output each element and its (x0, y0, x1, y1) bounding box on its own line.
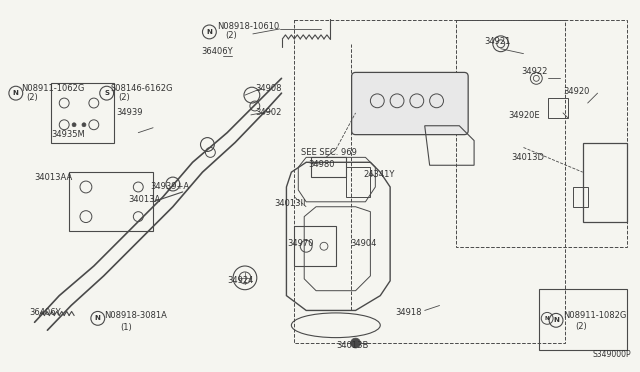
Text: 34920: 34920 (563, 87, 589, 96)
Text: 34921: 34921 (484, 37, 510, 46)
Text: N08918-10610: N08918-10610 (218, 22, 280, 32)
Text: 34924: 34924 (227, 276, 253, 285)
Text: 34904: 34904 (351, 239, 377, 248)
FancyBboxPatch shape (351, 73, 468, 135)
Circle shape (82, 123, 86, 127)
Text: 34970: 34970 (287, 239, 314, 248)
Text: 34920E: 34920E (509, 111, 540, 121)
Text: 34922: 34922 (522, 67, 548, 76)
Text: S: S (104, 90, 109, 96)
Circle shape (72, 123, 76, 127)
Text: 34908: 34908 (255, 84, 282, 93)
Text: N: N (545, 316, 550, 321)
Text: 34013B: 34013B (336, 340, 368, 350)
Text: (2): (2) (27, 93, 38, 102)
Text: (1): (1) (120, 323, 132, 332)
Text: 34918: 34918 (395, 308, 422, 317)
Text: S08146-6162G: S08146-6162G (111, 84, 173, 93)
Text: 36406Y: 36406Y (29, 308, 61, 317)
Text: 34013D: 34013D (511, 153, 545, 162)
Text: 34939: 34939 (116, 108, 143, 118)
Text: (2): (2) (225, 31, 237, 41)
Text: N08911-1082G: N08911-1082G (563, 311, 627, 320)
Text: 34980: 34980 (308, 160, 335, 169)
Text: 34013II: 34013II (275, 199, 306, 208)
Text: S349000P: S349000P (593, 350, 631, 359)
Text: 34013AA: 34013AA (35, 173, 73, 182)
Text: 34902: 34902 (255, 108, 281, 118)
Text: 24341Y: 24341Y (364, 170, 395, 179)
Text: SEE SEC. 969: SEE SEC. 969 (301, 148, 357, 157)
Text: 34939+A: 34939+A (150, 183, 189, 192)
Text: 36406Y: 36406Y (202, 47, 233, 56)
Text: (2): (2) (575, 322, 587, 331)
Circle shape (351, 338, 360, 348)
Text: N: N (95, 315, 100, 321)
Text: N08918-3081A: N08918-3081A (104, 311, 166, 320)
Text: 34935M: 34935M (51, 130, 85, 139)
Text: N: N (207, 29, 212, 35)
Text: (2): (2) (118, 93, 131, 102)
Text: N: N (13, 90, 19, 96)
Text: 34013A: 34013A (129, 195, 161, 204)
Text: N08911-1062G: N08911-1062G (20, 84, 84, 93)
Text: N: N (553, 317, 559, 323)
